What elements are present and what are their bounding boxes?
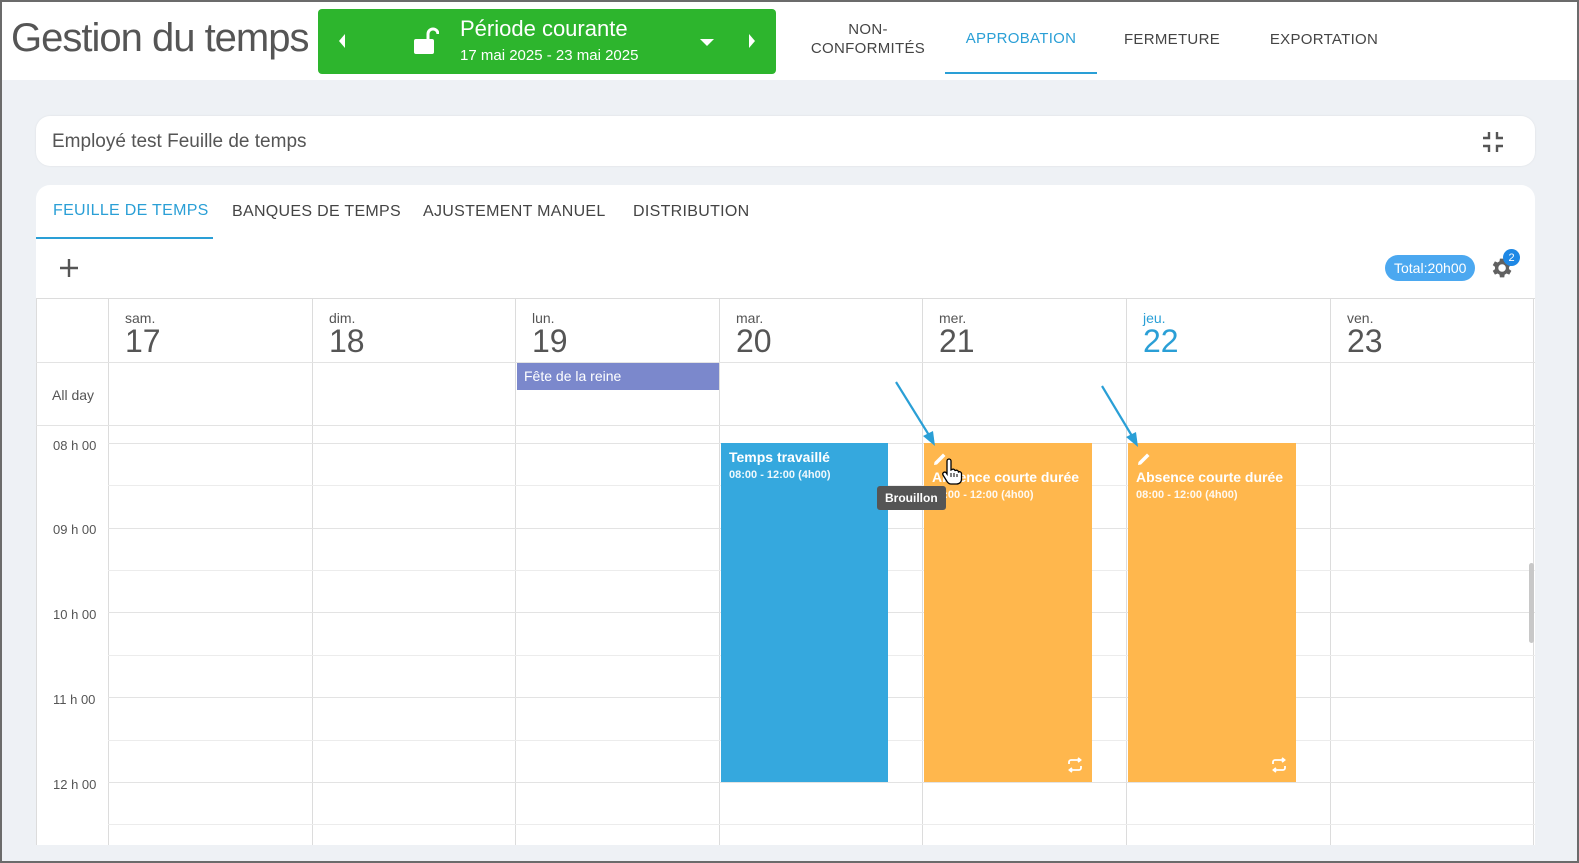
draft-tooltip: Brouillon [877,486,946,510]
hour-label: 11 h 00 [53,692,96,707]
event-title: Absence courte durée [932,469,1080,485]
hand-cursor-icon [942,458,963,485]
unlock-icon [414,27,439,54]
tab-label: AJUSTEMENT MANUEL [423,203,606,220]
hour-label: 12 h 00 [53,777,97,792]
day-header-wed: mer. 21 [923,299,1127,361]
tab-label: FEUILLE DE TEMPS [53,202,209,219]
day-name: mar. [736,310,764,326]
all-day-label: All day [52,387,95,403]
tab-exportation[interactable]: EXPORTATION [1247,4,1401,74]
chevron-left-icon [339,34,345,48]
event-absence-courte-duree[interactable]: Absence courte durée 08:00 - 12:00 (4h00… [924,443,1092,782]
hour-label: 10 h 00 [53,607,97,622]
tab-fermeture[interactable]: FERMETURE [1097,4,1247,74]
tab-label-line1: NON- [848,21,888,38]
chevron-right-icon [749,34,755,48]
day-header-sun: dim. 18 [313,299,517,361]
day-header-thu: jeu. 22 [1127,299,1331,361]
week-calendar: sam. 17 dim. 18 lun. 19 mar. 20 mer. 21 … [36,298,1535,845]
period-title: Période courante [460,16,628,41]
tab-label-line2: CONFORMITÉS [810,40,926,57]
day-header-tue: mar. 20 [720,299,924,361]
add-icon[interactable] [56,255,82,281]
tab-approbation[interactable]: APPROBATION [945,4,1097,74]
event-time: 08:00 - 12:00 (4h00) [729,469,831,481]
event-temps-travaille[interactable]: Temps travaillé 08:00 - 12:00 (4h00) [721,443,888,782]
event-title: Absence courte durée [1136,469,1284,485]
day-number: 18 [329,323,365,359]
app-header: Gestion du temps Période courante 17 mai… [2,2,1577,80]
notification-badge: 2 [1503,249,1520,266]
tab-label: EXPORTATION [1269,30,1379,48]
day-number: 23 [1347,323,1383,359]
employee-card: Employé test Feuille de temps [36,116,1535,166]
tab-feuille-de-temps[interactable]: FEUILLE DE TEMPS [36,185,213,239]
period-dates: 17 mai 2025 - 23 mai 2025 [460,47,639,64]
day-name: ven. [1347,310,1374,326]
tab-label: BANQUES DE TEMPS [232,203,401,220]
collapse-icon[interactable] [1481,130,1505,154]
day-number: 22 [1143,323,1179,359]
holiday-event[interactable]: Fête de la reine [517,363,719,390]
day-number: 21 [939,323,975,359]
day-name: jeu. [1143,310,1166,326]
chevron-down-icon[interactable] [698,33,716,51]
pencil-icon[interactable] [1136,451,1152,467]
app-title: Gestion du temps [11,16,309,60]
day-number: 17 [125,323,161,359]
tab-label: APPROBATION [965,29,1077,47]
day-number: 20 [736,323,772,359]
tab-label: DISTRIBUTION [633,203,750,220]
tab-label: FERMETURE [1123,30,1221,48]
scrollbar-thumb[interactable] [1529,563,1534,643]
tab-non-conformites[interactable]: NON- CONFORMITÉS [795,4,941,74]
tab-ajustement-manuel[interactable]: AJUSTEMENT MANUEL [423,185,606,239]
day-header-fri: ven. 23 [1331,299,1535,361]
event-absence-courte-duree[interactable]: Absence courte durée 08:00 - 12:00 (4h00… [1128,443,1296,782]
period-selector[interactable]: Période courante 17 mai 2025 - 23 mai 20… [318,9,776,74]
tab-distribution[interactable]: DISTRIBUTION [633,185,750,239]
repeat-icon [1272,757,1286,773]
next-period-button[interactable] [742,31,762,51]
total-badge: Total:20h00 [1385,255,1476,281]
pencil-icon[interactable] [932,451,948,467]
tab-banques-de-temps[interactable]: BANQUES DE TEMPS [232,185,401,239]
hour-label: 08 h 00 [53,438,97,453]
event-title: Temps travaillé [729,449,830,465]
day-name: dim. [329,310,356,326]
repeat-icon [1068,757,1082,773]
employee-name: Employé test Feuille de temps [52,131,307,152]
day-name: lun. [532,310,555,326]
hour-label: 09 h 00 [53,522,97,537]
day-name: mer. [939,310,967,326]
previous-period-button[interactable] [332,31,352,51]
day-number: 19 [532,323,568,359]
day-header-sat: sam. 17 [109,299,313,361]
event-time: 08:00 - 12:00 (4h00) [932,489,1034,501]
day-header-mon: lun. 19 [516,299,720,361]
timesheet-card: FEUILLE DE TEMPS BANQUES DE TEMPS AJUSTE… [36,185,1535,845]
day-name: sam. [125,310,156,326]
event-time: 08:00 - 12:00 (4h00) [1136,489,1238,501]
